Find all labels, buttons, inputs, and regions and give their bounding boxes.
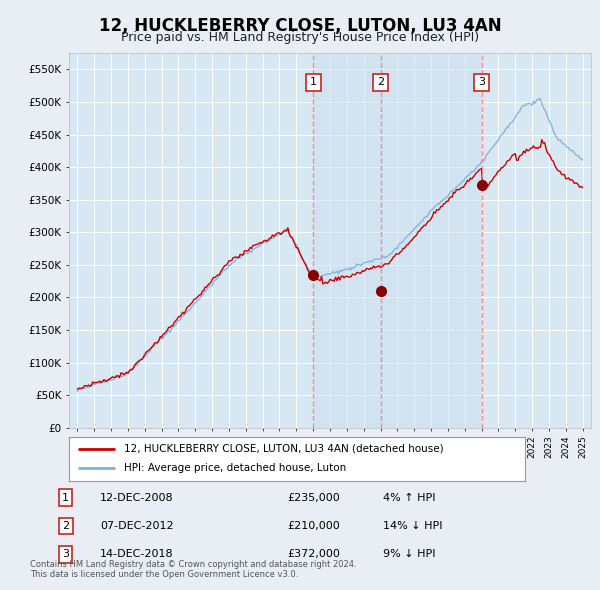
- Text: 07-DEC-2012: 07-DEC-2012: [100, 521, 174, 531]
- Text: HPI: Average price, detached house, Luton: HPI: Average price, detached house, Luto…: [124, 464, 346, 473]
- Text: £210,000: £210,000: [287, 521, 340, 531]
- Text: Price paid vs. HM Land Registry's House Price Index (HPI): Price paid vs. HM Land Registry's House …: [121, 31, 479, 44]
- Text: 9% ↓ HPI: 9% ↓ HPI: [383, 549, 436, 559]
- Bar: [313, 53, 482, 428]
- Text: 1: 1: [310, 77, 317, 87]
- Text: £372,000: £372,000: [287, 549, 340, 559]
- Text: 4% ↑ HPI: 4% ↑ HPI: [383, 493, 436, 503]
- Text: 1: 1: [62, 493, 69, 503]
- Text: 12, HUCKLEBERRY CLOSE, LUTON, LU3 4AN (detached house): 12, HUCKLEBERRY CLOSE, LUTON, LU3 4AN (d…: [124, 444, 443, 454]
- Text: 14-DEC-2018: 14-DEC-2018: [100, 549, 174, 559]
- Text: 12-DEC-2008: 12-DEC-2008: [100, 493, 174, 503]
- Text: 14% ↓ HPI: 14% ↓ HPI: [383, 521, 443, 531]
- Text: 3: 3: [62, 549, 69, 559]
- Text: Contains HM Land Registry data © Crown copyright and database right 2024.
This d: Contains HM Land Registry data © Crown c…: [30, 560, 356, 579]
- Text: £235,000: £235,000: [287, 493, 340, 503]
- Text: 2: 2: [377, 77, 384, 87]
- Text: 3: 3: [478, 77, 485, 87]
- Text: 12, HUCKLEBERRY CLOSE, LUTON, LU3 4AN: 12, HUCKLEBERRY CLOSE, LUTON, LU3 4AN: [98, 17, 502, 35]
- Text: 2: 2: [62, 521, 69, 531]
